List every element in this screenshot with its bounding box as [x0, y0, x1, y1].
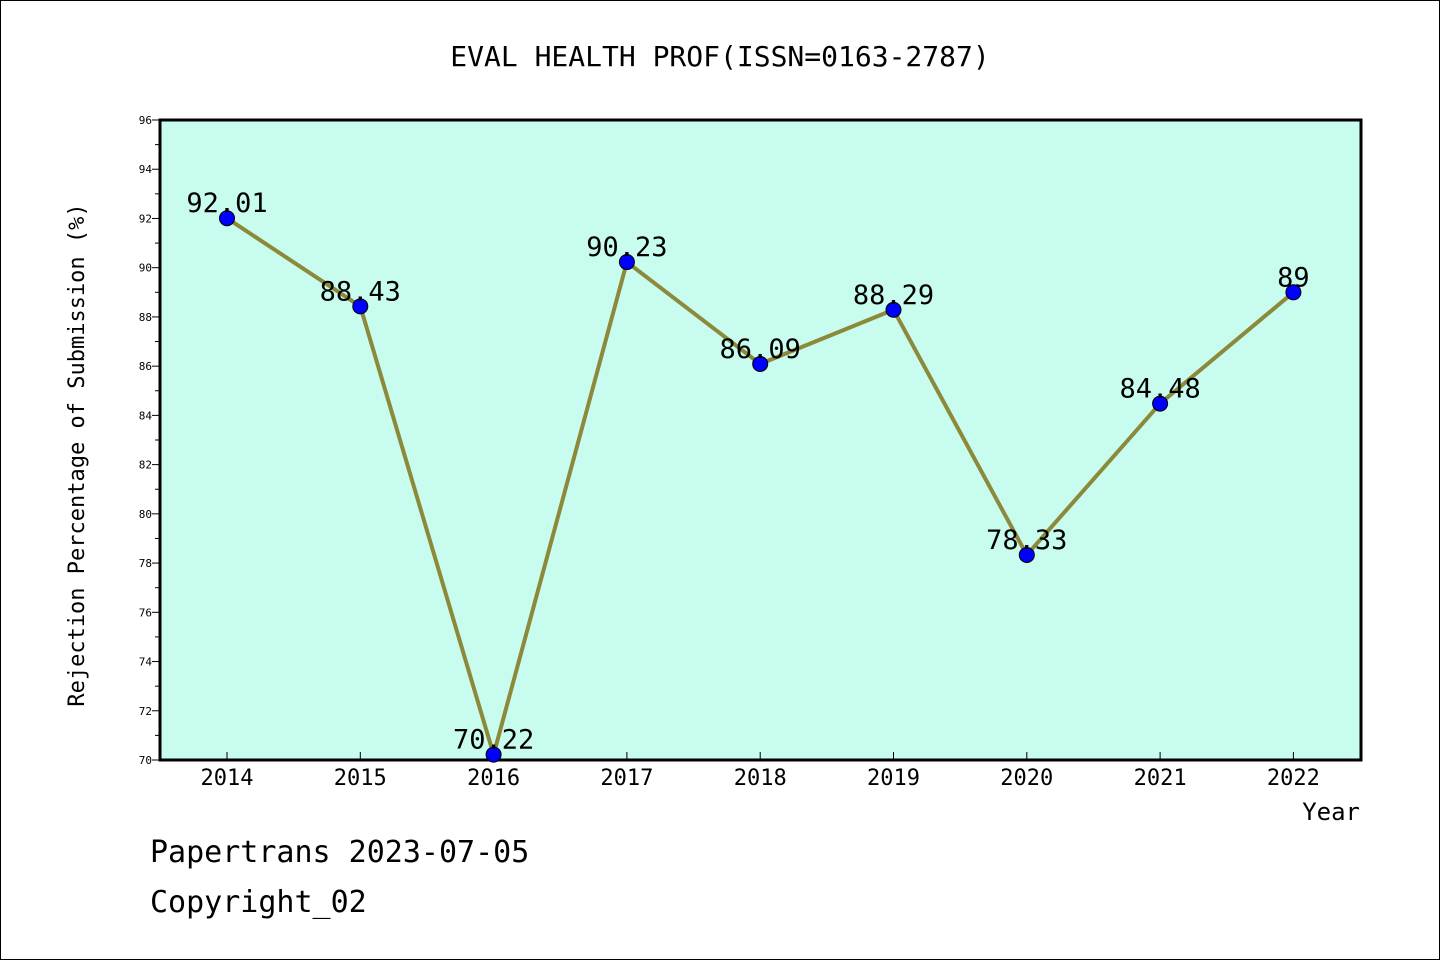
x-tick-label: 2018 — [734, 766, 787, 791]
data-point — [1152, 395, 1169, 412]
footer-copyright: Copyright_02 — [150, 885, 367, 920]
data-label: 86.09 — [720, 334, 801, 365]
x-tick-label: 2015 — [334, 766, 387, 791]
data-point — [752, 355, 769, 372]
y-tick-label: 92 — [139, 212, 152, 225]
data-label: 84.48 — [1119, 374, 1200, 405]
y-tick-label: 70 — [139, 754, 152, 767]
y-tick-label: 88 — [139, 311, 152, 324]
y-tick-label: 90 — [139, 262, 152, 275]
y-axis-label: Rejection Percentage of Submission (%) — [65, 203, 90, 706]
y-tick-label: 84 — [139, 409, 153, 422]
x-axis: 2014 2015 2016 2017 2018 2019 2020 2021 2022 — [201, 752, 1320, 791]
y-tick-label: 80 — [139, 508, 152, 521]
y-tick-label: 76 — [139, 606, 152, 619]
data-point — [352, 298, 369, 315]
data-label: 88.43 — [320, 276, 401, 307]
y-tick-label: 86 — [139, 360, 152, 373]
data-point — [219, 210, 235, 227]
y-axis: 70 72 74 76 78 80 82 84 86 88 90 92 94 96 — [139, 114, 160, 767]
y-tick-label: 94 — [139, 163, 153, 176]
x-tick-label: 2020 — [1000, 766, 1053, 791]
data-label: 70.22 — [453, 725, 534, 756]
x-tick-label: 2016 — [467, 766, 520, 791]
data-point — [618, 254, 635, 271]
y-tick-label: 78 — [139, 557, 152, 570]
y-tick-label: 82 — [139, 459, 152, 472]
x-tick-label: 2019 — [867, 766, 920, 791]
x-axis-label: Year — [1302, 798, 1360, 826]
data-label: 92.01 — [186, 188, 267, 219]
x-tick-label: 2022 — [1267, 766, 1320, 791]
data-label: 90.23 — [586, 232, 667, 263]
data-label: 88.29 — [853, 280, 934, 311]
data-label: 78.33 — [986, 525, 1067, 556]
data-point — [1018, 546, 1035, 563]
series-layer: 92.01 88.43 70.22 90.23 86.09 88.29 78.33 84.48… — [186, 188, 1310, 763]
data-point — [1285, 284, 1302, 301]
x-tick-label: 2017 — [600, 766, 653, 791]
footer-date: Papertrans 2023-07-05 — [150, 835, 530, 870]
y-tick-label: 74 — [139, 656, 153, 669]
data-point — [485, 746, 502, 763]
chart-title: EVAL HEALTH PROF(ISSN=0163-2787) — [450, 40, 989, 73]
data-label: 89 — [1277, 262, 1310, 293]
data-point — [885, 301, 902, 318]
x-tick-label: 2014 — [201, 766, 254, 791]
x-tick-label: 2021 — [1134, 766, 1187, 791]
y-tick-label: 96 — [139, 114, 152, 127]
plot-area — [158, 118, 1363, 762]
y-tick-label: 72 — [139, 705, 152, 718]
